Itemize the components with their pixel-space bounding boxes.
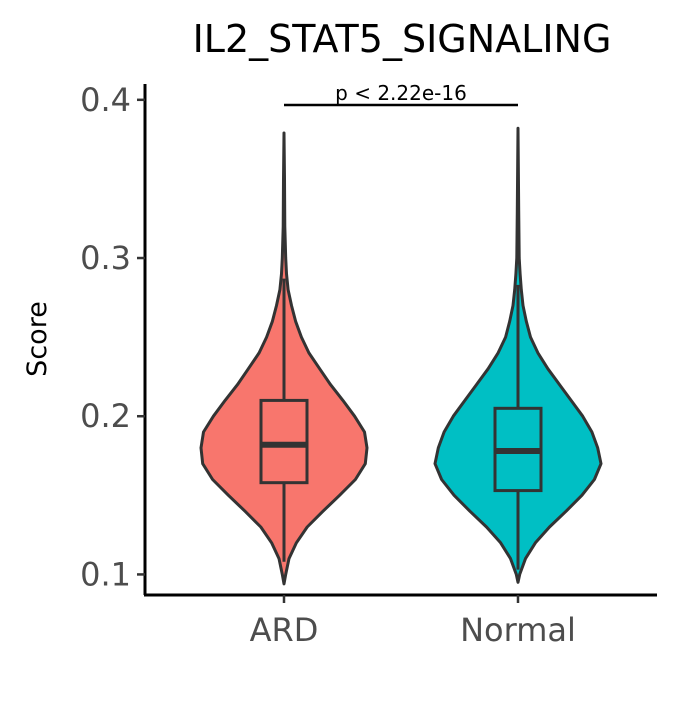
significance-annotation: p < 2.22e-16: [284, 81, 518, 107]
y-tick-label: 0.2: [80, 397, 131, 435]
x-axis-ticks: ARD Normal: [250, 595, 576, 649]
p-value-label: p < 2.22e-16: [335, 81, 467, 105]
chart-title: IL2_STAT5_SIGNALING: [193, 17, 612, 61]
box-ard: [259, 398, 309, 485]
y-tick-label: 0.4: [80, 81, 131, 119]
y-axis-title: Score: [22, 301, 53, 377]
x-tick-label: Normal: [460, 611, 576, 649]
y-axis-ticks: 0.1 0.2 0.3 0.4: [80, 81, 145, 593]
y-tick-label: 0.3: [80, 239, 131, 277]
plot-area: [199, 126, 603, 586]
x-tick-label: ARD: [250, 611, 319, 649]
y-tick-label: 0.1: [80, 555, 131, 593]
